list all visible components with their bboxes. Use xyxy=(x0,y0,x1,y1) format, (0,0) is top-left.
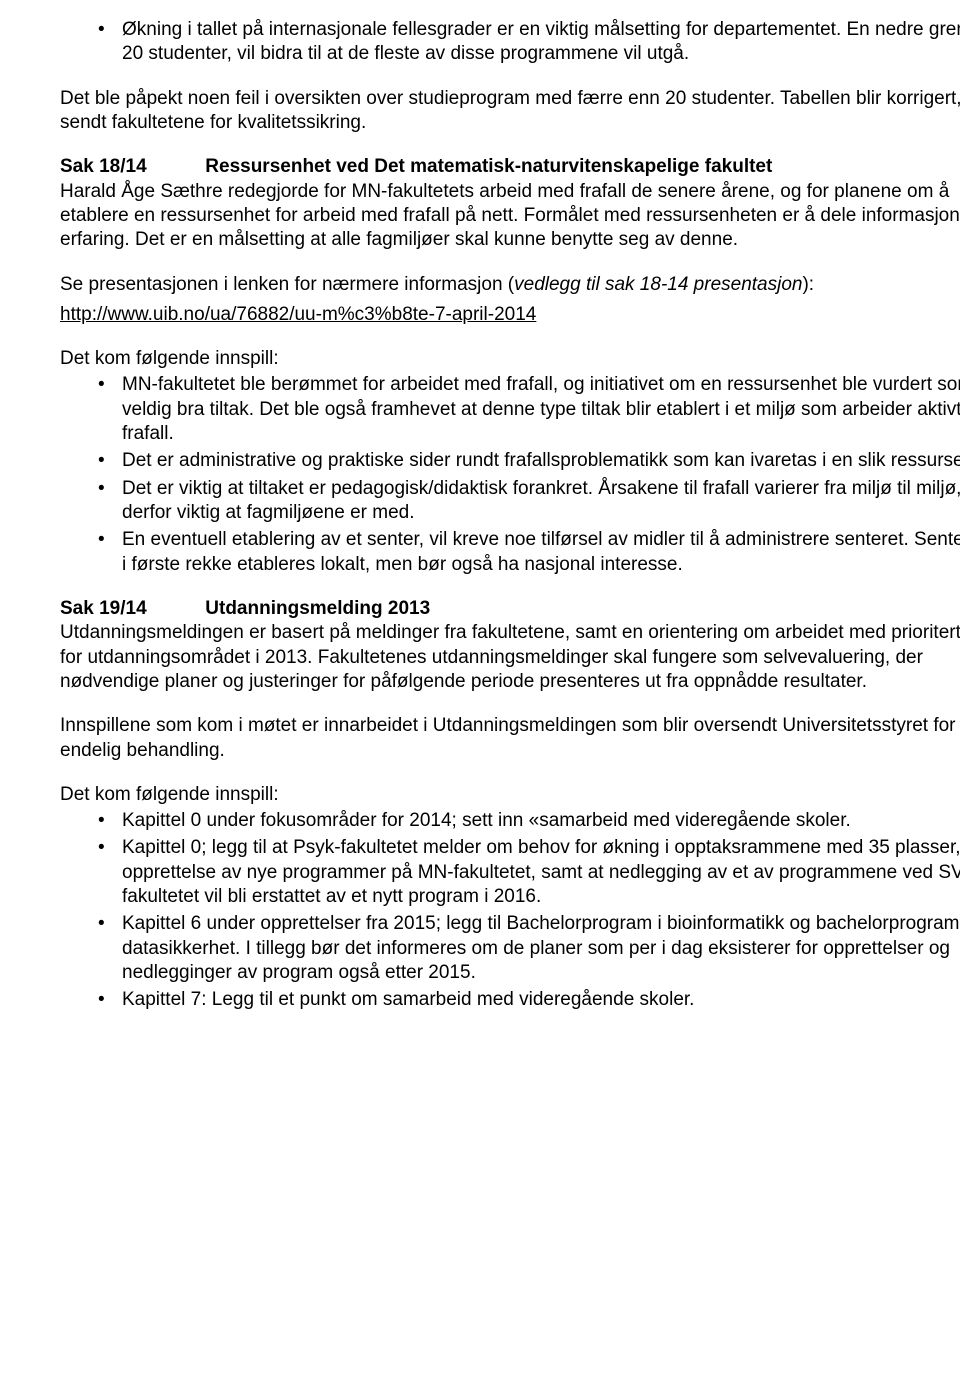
sak-19-number: Sak 19/14 xyxy=(60,597,200,621)
pres-text-post: ): xyxy=(802,274,814,295)
innspill1-intro: Det kom følgende innspill: xyxy=(60,347,960,371)
list-item: Det er administrative og praktiske sider… xyxy=(104,449,960,473)
presentation-text: Se presentasjonen i lenken for nærmere i… xyxy=(60,273,960,297)
innspillene-para: Innspillene som kom i møtet er innarbeid… xyxy=(60,714,960,763)
innspill2-list: Kapittel 0 under fokusområder for 2014; … xyxy=(60,809,960,1013)
presentation-link[interactable]: http://www.uib.no/ua/76882/uu-m%c3%b8te-… xyxy=(60,304,536,325)
innspill1-list: MN-fakultetet ble berømmet for arbeidet … xyxy=(60,373,960,577)
list-item: MN-fakultetet ble berømmet for arbeidet … xyxy=(104,373,960,446)
innspill2-intro: Det kom følgende innspill: xyxy=(60,783,960,807)
sak-19-title: Utdanningsmelding 2013 xyxy=(205,598,430,619)
sak-19-block: Sak 19/14 Utdanningsmelding 2013 Utdanni… xyxy=(60,597,960,694)
list-item: Økning i tallet på internasjonale felles… xyxy=(104,18,960,67)
sak-19-heading: Sak 19/14 Utdanningsmelding 2013 xyxy=(60,597,960,621)
list-item: Kapittel 6 under opprettelser fra 2015; … xyxy=(104,912,960,985)
pres-text-pre: Se presentasjonen i lenken for nærmere i… xyxy=(60,274,514,295)
sak-18-block: Sak 18/14 Ressursenhet ved Det matematis… xyxy=(60,155,960,252)
sak-18-number: Sak 18/14 xyxy=(60,155,200,179)
pres-text-italic: vedlegg til sak 18-14 presentasjon xyxy=(514,274,802,295)
sak-18-heading: Sak 18/14 Ressursenhet ved Det matematis… xyxy=(60,155,960,179)
presentation-link-block: Se presentasjonen i lenken for nærmere i… xyxy=(60,273,960,328)
sak-18-body: Harald Åge Sæthre redegjorde for MN-faku… xyxy=(60,180,960,253)
list-item: En eventuell etablering av et senter, vi… xyxy=(104,528,960,577)
list-item: Kapittel 7: Legg til et punkt om samarbe… xyxy=(104,988,960,1012)
list-item: Kapittel 0; legg til at Psyk-fakultetet … xyxy=(104,836,960,909)
list-item: Det er viktig at tiltaket er pedagogisk/… xyxy=(104,477,960,526)
top-bullet-list: Økning i tallet på internasjonale felles… xyxy=(60,18,960,67)
paragraph-feil: Det ble påpekt noen feil i oversikten ov… xyxy=(60,87,960,136)
sak-19-body: Utdanningsmeldingen er basert på melding… xyxy=(60,621,960,694)
list-item: Kapittel 0 under fokusområder for 2014; … xyxy=(104,809,960,833)
sak-18-title: Ressursenhet ved Det matematisk-naturvit… xyxy=(205,156,772,177)
